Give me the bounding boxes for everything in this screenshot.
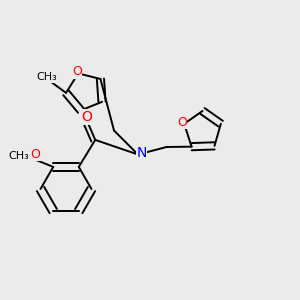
Text: O: O <box>81 110 92 124</box>
Text: CH₃: CH₃ <box>9 151 29 160</box>
Text: N: N <box>136 146 147 160</box>
Text: O: O <box>177 116 187 129</box>
Text: O: O <box>72 65 82 78</box>
Text: CH₃: CH₃ <box>37 72 58 82</box>
Text: O: O <box>31 148 40 160</box>
